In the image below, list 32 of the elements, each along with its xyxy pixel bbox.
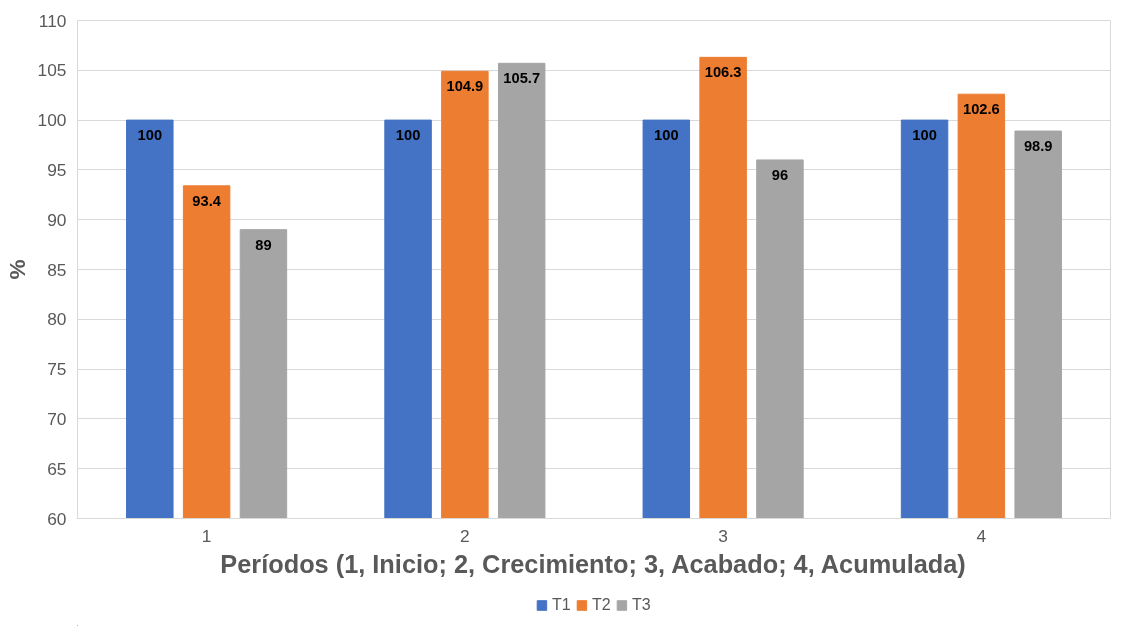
data-label: 105.7 bbox=[503, 70, 541, 87]
y-tick-label: 70 bbox=[47, 408, 67, 429]
data-label: 89 bbox=[255, 236, 272, 253]
y-tick-label: 90 bbox=[47, 209, 67, 230]
y-tick-label: 95 bbox=[47, 159, 67, 180]
data-label: 100 bbox=[395, 127, 421, 144]
y-tick-label: 110 bbox=[38, 10, 67, 31]
y-axis-title: % bbox=[3, 259, 30, 280]
legend-label: T1 bbox=[552, 596, 572, 614]
y-tick-label: 85 bbox=[47, 259, 67, 280]
data-label: 106.3 bbox=[704, 64, 742, 81]
data-label: 93.4 bbox=[192, 192, 222, 209]
data-label: 98.9 bbox=[1023, 138, 1053, 155]
data-label: 102.6 bbox=[963, 101, 1000, 118]
y-tick-label: 75 bbox=[47, 359, 67, 380]
data-label: 100 bbox=[654, 127, 679, 144]
data-label: 100 bbox=[912, 127, 937, 144]
y-tick-label: 60 bbox=[47, 508, 67, 529]
x-tick-label: 1 bbox=[201, 525, 212, 546]
y-tick-label: 65 bbox=[47, 458, 67, 479]
y-tick-label: 100 bbox=[37, 110, 67, 131]
x-tick-label: 4 bbox=[976, 525, 987, 546]
y-tick-label: 80 bbox=[47, 309, 67, 330]
data-label: 100 bbox=[137, 127, 163, 144]
x-axis-title: Períodos (1, Inicio; 2, Crecimiento; 3, Acabado; 4, Acumulada) bbox=[220, 549, 966, 578]
legend-label: T3 bbox=[632, 596, 652, 614]
legend-label: T2 bbox=[592, 596, 612, 614]
y-tick-label: 105 bbox=[37, 60, 67, 81]
x-tick-label: 2 bbox=[460, 525, 470, 546]
x-tick-label: 3 bbox=[718, 525, 728, 546]
data-label: 96 bbox=[771, 166, 789, 183]
data-label: 104.9 bbox=[446, 78, 484, 95]
